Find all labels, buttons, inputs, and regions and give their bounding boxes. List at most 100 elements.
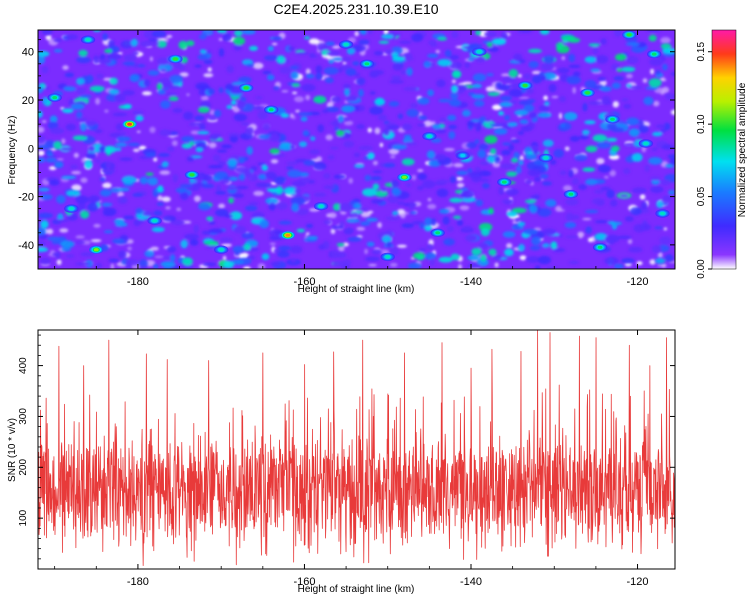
spectrogram-peak-ring bbox=[218, 248, 224, 252]
spectrogram-gap bbox=[49, 166, 57, 171]
spectrogram-peak bbox=[592, 243, 608, 252]
spectrogram-blob bbox=[178, 65, 186, 71]
spectrogram-gap bbox=[455, 176, 464, 181]
spectrogram-blob bbox=[488, 207, 494, 215]
spectrogram-blob bbox=[75, 195, 89, 204]
spectrogram-gap bbox=[374, 127, 381, 135]
spectrogram-gap bbox=[153, 157, 158, 162]
spectrogram-blob bbox=[438, 256, 453, 263]
spectrogram-blob bbox=[194, 115, 205, 121]
spectrogram-gap bbox=[102, 182, 112, 189]
spectrogram-gap bbox=[159, 170, 171, 175]
spectrogram-blob bbox=[197, 131, 210, 135]
spectrogram-gap bbox=[166, 35, 173, 38]
spectrogram-blob bbox=[349, 212, 360, 219]
spectrogram-blob bbox=[197, 85, 211, 91]
spectrogram-blob bbox=[70, 103, 85, 110]
spectrogram-blob bbox=[286, 166, 294, 170]
spectrogram-peak-ring bbox=[85, 38, 91, 42]
spectrogram-gap bbox=[343, 120, 354, 126]
spectrogram-blob bbox=[108, 258, 119, 263]
spectrogram-peak bbox=[622, 30, 637, 39]
spectrogram-gap bbox=[379, 142, 384, 148]
spectrogram-gap bbox=[492, 162, 501, 168]
spectrogram-blob bbox=[553, 148, 564, 158]
spectrogram-blob bbox=[86, 74, 94, 83]
spectrogram-blob bbox=[478, 143, 489, 150]
spectrogram-peak-ring bbox=[585, 91, 590, 95]
spectrogram-blob bbox=[261, 253, 270, 260]
spectrogram-blob bbox=[295, 208, 309, 216]
spectrogram-gap bbox=[56, 259, 62, 266]
spectrogram-blob bbox=[529, 112, 537, 119]
spectrogram-blob bbox=[193, 224, 199, 234]
spectrogram-blob bbox=[585, 226, 592, 234]
spectrogram-gap bbox=[194, 195, 201, 202]
spectrogram-blob bbox=[343, 83, 351, 90]
spectrogram-gap bbox=[458, 264, 462, 269]
spectrogram-blob bbox=[104, 48, 113, 54]
spectrogram-blob bbox=[640, 223, 652, 231]
spectrogram-blob bbox=[584, 120, 596, 125]
spectrogram-peak bbox=[655, 209, 670, 218]
spectrogram-blob bbox=[116, 136, 131, 142]
spectrogram-blob bbox=[212, 154, 221, 162]
spectrogram-blob bbox=[344, 87, 350, 97]
spectrogram-blob bbox=[584, 56, 597, 64]
spectrogram-blob bbox=[525, 179, 532, 184]
spectrogram-blob bbox=[105, 160, 111, 170]
spectrogram-gap bbox=[660, 76, 665, 80]
spectrogram-blob bbox=[430, 218, 436, 226]
spectrogram-peak bbox=[380, 252, 395, 262]
spectrogram-blob bbox=[369, 69, 384, 76]
spectrogram-blob bbox=[517, 131, 525, 135]
spectrogram-blob bbox=[290, 143, 296, 150]
spectrogram-gap bbox=[81, 157, 87, 163]
spectrogram-blob bbox=[625, 84, 632, 88]
spectrogram-blob bbox=[133, 63, 139, 68]
snr-ytick-label: 200 bbox=[18, 459, 29, 476]
spectrogram-blob bbox=[565, 198, 579, 206]
spectrogram-peak bbox=[422, 132, 437, 141]
spectrogram-blob bbox=[61, 247, 71, 252]
spectrogram-blob bbox=[228, 133, 240, 137]
spectrogram-blob bbox=[632, 153, 643, 162]
spectrogram-peak bbox=[605, 115, 620, 124]
spectrogram-blob bbox=[255, 96, 263, 100]
spectrogram-blob bbox=[108, 88, 120, 95]
spectrogram-blob bbox=[605, 239, 615, 245]
snr-xtick-label: -180 bbox=[127, 576, 149, 588]
spectrogram-blob bbox=[386, 241, 392, 248]
spectrogram-blob bbox=[565, 235, 578, 239]
spectrogram-blob bbox=[597, 76, 607, 81]
spectrogram-blob bbox=[391, 75, 402, 80]
spectrogram-blob bbox=[439, 117, 447, 122]
spectrogram-blob bbox=[172, 108, 183, 113]
spectrogram-blob bbox=[153, 210, 163, 217]
spectrogram-blob bbox=[472, 73, 487, 82]
spectrogram-blob bbox=[278, 245, 291, 251]
spectrogram-blob bbox=[384, 49, 395, 55]
spectrogram-blob bbox=[651, 179, 660, 185]
spectrogram-blob bbox=[139, 266, 148, 269]
spectrogram-peak-ring bbox=[364, 62, 370, 66]
spectrogram-peak-ring bbox=[385, 255, 391, 259]
spectrogram-blob bbox=[49, 179, 60, 186]
spectrogram-blob bbox=[401, 158, 415, 166]
spectrogram-blob bbox=[569, 135, 581, 142]
spectrogram-blob bbox=[53, 38, 62, 43]
spectrogram-blob bbox=[571, 177, 580, 186]
spectrogram-blob bbox=[648, 34, 657, 42]
spectrogram-blob bbox=[406, 67, 413, 76]
spectrogram-blob bbox=[122, 89, 135, 96]
spectrogram-blob bbox=[475, 56, 486, 63]
spectrogram-blob bbox=[313, 192, 327, 197]
spectrogram-blob bbox=[408, 262, 422, 269]
spectrogram-blob bbox=[88, 195, 100, 204]
spectrogram-blob bbox=[283, 186, 298, 195]
spectrogram-gap bbox=[269, 242, 276, 246]
spectrogram-blob bbox=[507, 122, 518, 127]
spectrogram-blob bbox=[323, 173, 331, 179]
spectrogram-blob bbox=[60, 147, 74, 151]
spectrogram-blob bbox=[112, 112, 128, 117]
